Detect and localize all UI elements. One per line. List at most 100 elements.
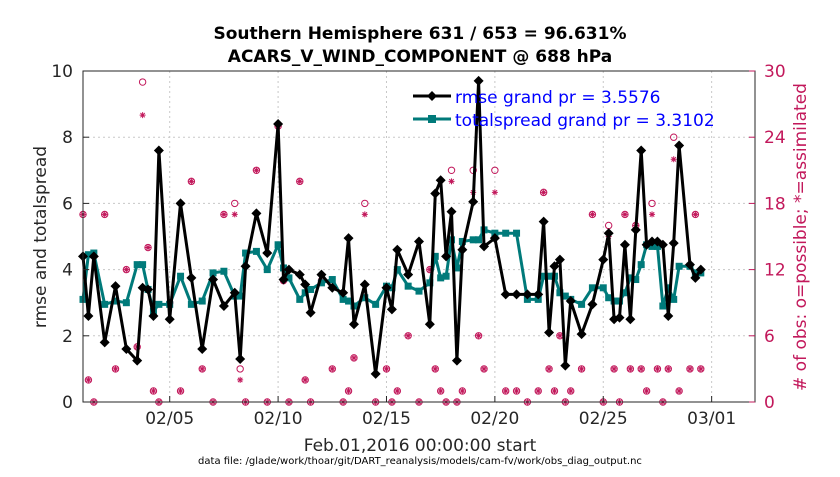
axis-ticks: 02/05 02/10 02/15 02/20 02/25 03/010246810061… — [51, 62, 785, 429]
obs-assimilated-marker — [253, 167, 260, 174]
obs-assimilated-marker — [643, 387, 650, 394]
totalspread-marker — [301, 289, 309, 297]
obs-assimilated-marker — [437, 387, 444, 394]
rmse-marker — [674, 140, 685, 151]
obs-possible-marker — [404, 332, 412, 340]
rmse-marker — [294, 269, 305, 280]
rmse-marker — [690, 272, 701, 283]
obs-possible-marker — [138, 78, 147, 86]
obs-assimilated-marker — [627, 365, 634, 372]
totalspread-marker — [637, 261, 645, 269]
obs-possible-marker — [149, 387, 158, 395]
obs-assimilated-marker — [670, 156, 677, 163]
rmse-marker — [197, 344, 208, 355]
totalspread-marker — [274, 241, 282, 249]
legend: rmse grand pr = 3.5576 totalspread grand… — [413, 88, 715, 131]
rmse-marker — [598, 254, 609, 265]
totalspread-marker — [372, 300, 380, 308]
rmse-marker — [457, 244, 468, 255]
obs-assimilated-marker — [589, 211, 596, 218]
rmse-marker — [251, 208, 262, 219]
totalspread-marker — [659, 302, 667, 310]
y-tick-label-right: 6 — [764, 327, 775, 347]
rmse-marker — [533, 289, 544, 300]
rmse-marker — [273, 118, 284, 129]
rmse-marker — [441, 251, 452, 262]
obs-assimilated-marker — [481, 365, 488, 372]
obs-possible-marker — [480, 365, 488, 373]
totalspread-marker — [122, 299, 130, 307]
obs-possible-marker — [550, 387, 559, 395]
obs-possible-marker — [474, 332, 483, 340]
totalspread-marker — [388, 284, 396, 292]
totalspread-marker — [578, 300, 586, 308]
y-tick-label-right: 24 — [764, 128, 786, 148]
obs-possible-marker — [382, 365, 391, 373]
totalspread-marker — [664, 284, 672, 292]
obs-possible-marker — [512, 387, 521, 395]
obs-possible-marker — [198, 365, 206, 373]
totalspread-marker — [133, 261, 141, 269]
rmse-marker — [83, 310, 94, 321]
chart-title-line2: ACARS_V_WIND_COMPONENT @ 688 hPa — [228, 47, 612, 67]
obs-assimilated-marker — [649, 211, 656, 218]
rmse-marker — [327, 282, 338, 293]
totalspread-marker — [155, 300, 163, 308]
y-tick-label-left: 6 — [62, 194, 73, 214]
obs-possible-marker — [84, 376, 93, 384]
obs-possible-marker — [697, 365, 705, 373]
obs-possible-marker — [621, 210, 629, 219]
obs-possible-marker — [664, 365, 672, 373]
rmse-marker — [262, 248, 273, 259]
obs-possible-marker — [220, 210, 228, 219]
totalspread-marker — [561, 292, 569, 300]
data-file-footnote: data file: /glade/work/thoar/git/DART_re… — [198, 456, 642, 467]
obs-possible-marker — [539, 188, 548, 197]
obs-assimilated-marker — [101, 211, 108, 218]
obs-assimilated-marker — [448, 178, 455, 185]
rmse-marker — [473, 75, 484, 86]
obs-assimilated-marker — [188, 178, 195, 185]
obs-assimilated-marker — [426, 266, 433, 273]
obs-assimilated-marker — [502, 387, 509, 394]
obs-assimilated-marker — [231, 211, 238, 218]
rmse-marker — [489, 233, 500, 244]
totalspread-marker — [502, 229, 510, 237]
plot-frame — [82, 70, 756, 403]
obs-assimilated-marker — [296, 178, 303, 185]
obs-assimilated-marker — [546, 365, 553, 372]
rmse-marker — [338, 287, 349, 298]
totalspread-marker — [415, 287, 423, 295]
totalspread-marker — [252, 247, 260, 255]
rmse-marker — [403, 269, 414, 280]
rmse-marker — [305, 307, 316, 318]
rmse-marker — [175, 198, 186, 209]
obs-possible-marker — [577, 365, 586, 373]
totalspread-marker — [513, 229, 521, 237]
obs-assimilated-marker — [220, 211, 227, 218]
y-tick-label-right: 12 — [764, 261, 786, 281]
totalspread-marker — [621, 289, 629, 297]
obs-assimilated-marker — [139, 112, 146, 119]
obs-possible-marker — [458, 387, 467, 395]
totalspread-marker — [317, 279, 325, 287]
totalspread-marker — [339, 295, 347, 303]
obs-possible-marker — [686, 365, 694, 373]
rmse-marker — [359, 279, 370, 290]
obs-assimilated-marker — [676, 387, 683, 394]
rmse-marker — [208, 274, 219, 285]
rmse-marker — [148, 310, 159, 321]
rmse-marker — [625, 314, 636, 325]
totalspread-marker — [605, 294, 613, 302]
totalspread-marker — [220, 267, 228, 275]
obs-possible-marker — [100, 210, 109, 219]
legend-spread-label: totalspread grand pr = 3.3102 — [455, 111, 715, 131]
obs-possible-marker — [436, 387, 445, 395]
totalspread-marker — [393, 266, 401, 274]
obs-assimilated-marker — [459, 387, 466, 394]
totalspread-marker — [198, 297, 206, 305]
totalspread-marker — [101, 300, 109, 308]
rmse-marker — [218, 301, 229, 312]
